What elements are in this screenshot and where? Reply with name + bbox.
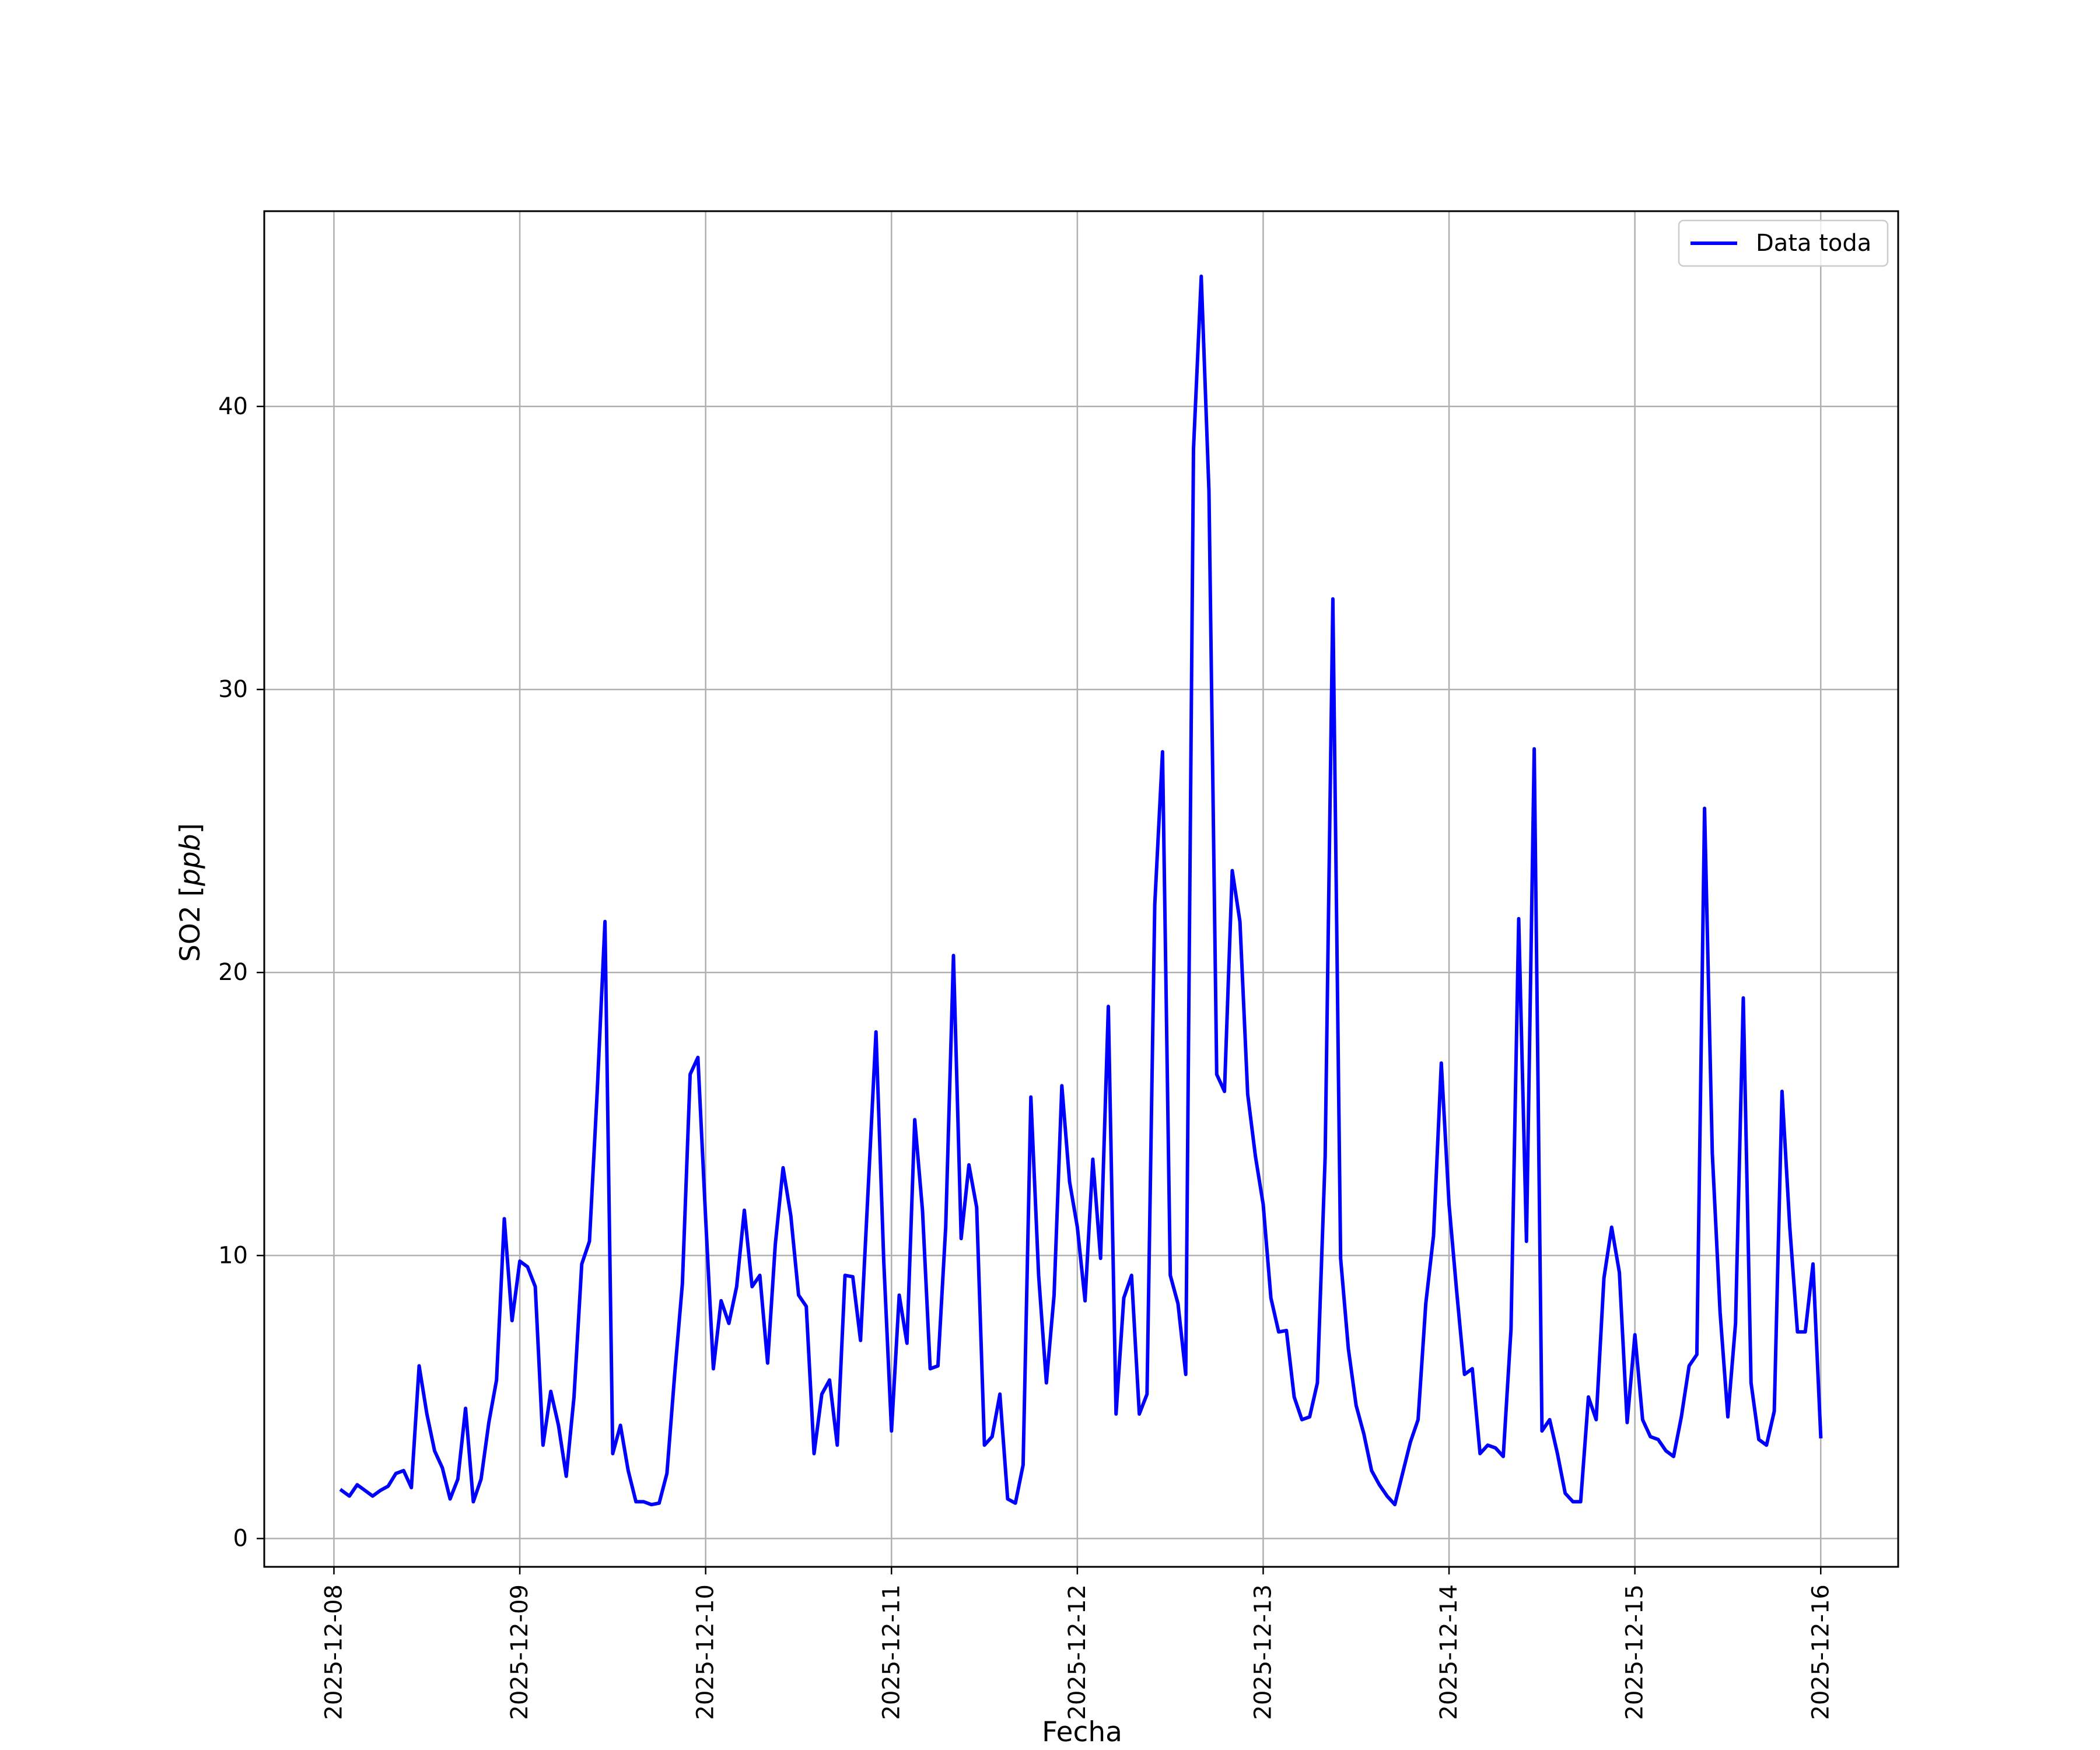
legend: Data toda — [1678, 219, 1889, 267]
legend-label: Data toda — [1756, 230, 1871, 257]
x-tick-label: 2025-12-09 — [506, 1584, 533, 1720]
x-tick-label: 2025-12-08 — [320, 1584, 347, 1720]
series-line — [339, 274, 1823, 1507]
x-axis-ticks: 2025-12-08 2025-12-09 2025-12-10 2025-12-11… — [320, 1567, 1834, 1720]
x-tick-label: 2025-12-11 — [878, 1584, 905, 1720]
x-tick-label: 2025-12-14 — [1436, 1584, 1462, 1720]
y-tick-label: 20 — [218, 959, 248, 986]
x-tick-label: 2025-12-12 — [1064, 1584, 1091, 1720]
x-tick-label: 2025-12-15 — [1622, 1584, 1648, 1720]
y-tick-label: 30 — [218, 676, 248, 703]
x-tick-label: 2025-12-16 — [1807, 1584, 1834, 1720]
y-axis-label: SO2 [ppb] — [174, 823, 206, 962]
x-axis-label: Fecha — [1042, 1716, 1122, 1748]
legend-box — [1678, 219, 1889, 267]
axes-frame — [263, 210, 1899, 1568]
y-axis-ticks: 0 10 20 30 40 — [218, 393, 264, 1552]
y-tick-label: 40 — [218, 393, 248, 420]
y-tick-label: 0 — [233, 1525, 248, 1552]
x-tick-label: 2025-12-13 — [1250, 1584, 1276, 1720]
y-tick-label: 10 — [218, 1242, 248, 1269]
x-tick-label: 2025-12-10 — [692, 1584, 719, 1720]
plot-area — [339, 274, 1823, 1507]
